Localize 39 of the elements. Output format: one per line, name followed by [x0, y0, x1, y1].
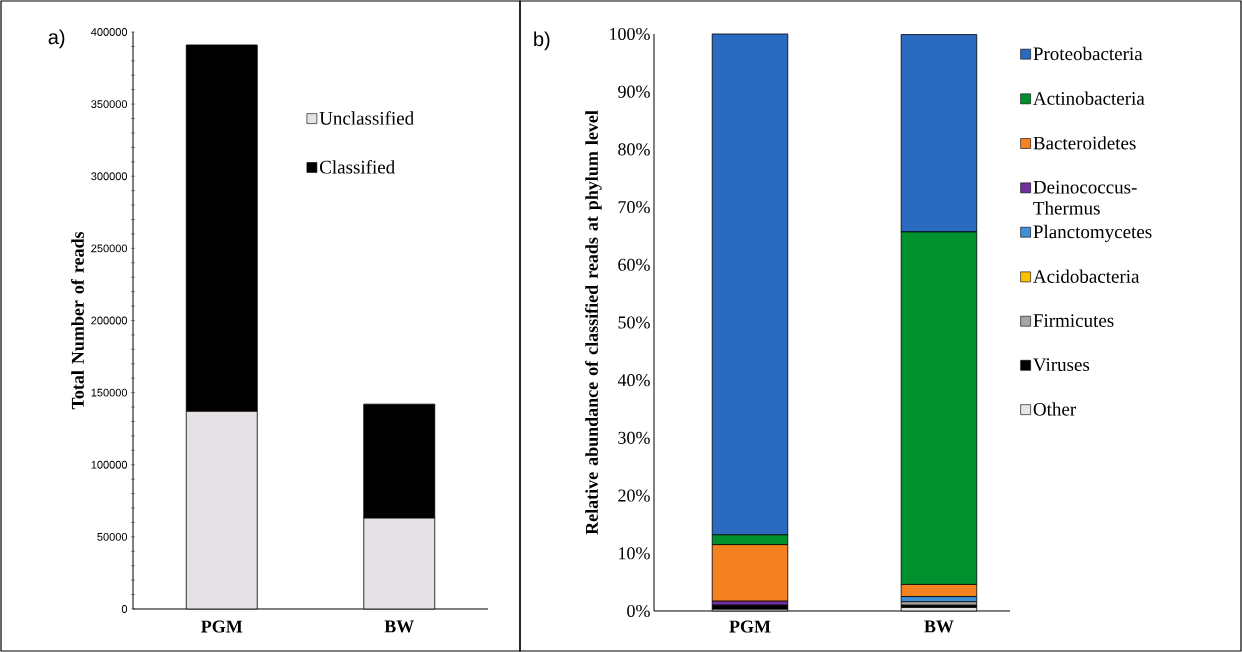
- x-tick-label: PGM: [729, 620, 771, 633]
- y-tick-label: 50000: [97, 532, 128, 541]
- y-tick-label: 150000: [91, 388, 128, 397]
- y-tick-label: 50%: [618, 316, 650, 329]
- y-tick-label: 400000: [91, 28, 128, 36]
- chart-title: a): [48, 29, 65, 49]
- legend-label: Actinobacteria: [1033, 91, 1145, 105]
- y-tick-label: 40%: [617, 374, 650, 387]
- y-tick-label: 90%: [618, 85, 650, 98]
- y-tick-label: 70%: [618, 200, 650, 214]
- x-tick-label: BW: [384, 620, 414, 633]
- legend-label: Viruses: [1033, 358, 1090, 372]
- y-axis-title: Relative abundance of classified reads at phylum level: [585, 110, 602, 535]
- y-tick-label: 60%: [618, 258, 650, 271]
- y-tick-label: 10%: [619, 547, 650, 560]
- legend-label: Firmicutes: [1033, 314, 1114, 327]
- y-tick-label: 100%: [610, 27, 650, 41]
- x-tick-label: PGM: [201, 620, 243, 633]
- y-tick-label: 80%: [618, 143, 650, 156]
- y-tick-label: 350000: [91, 100, 128, 109]
- legend-label: Other: [1033, 402, 1076, 416]
- y-tick-label: 100000: [91, 460, 128, 469]
- legend-label: Classified: [319, 160, 395, 174]
- y-tick-label: 0: [121, 605, 128, 613]
- legend-label: Unclassified: [319, 111, 414, 125]
- chart-title: b): [534, 31, 550, 51]
- y-tick-label: 0%: [627, 604, 650, 618]
- legend-label: Deinococcus-Thermus: [1033, 180, 1137, 215]
- legend-label: Bacteroidetes: [1033, 136, 1136, 150]
- y-tick-label: 30%: [618, 431, 650, 444]
- y-axis-title: Total Number of reads: [71, 231, 84, 410]
- legend-label: Acidobacteria: [1033, 269, 1140, 283]
- x-tick-label: BW: [924, 620, 954, 633]
- legend-label: Planctomycetes: [1033, 224, 1152, 243]
- y-tick-label: 200000: [91, 316, 128, 325]
- legend-label: Proteobacteria: [1033, 46, 1143, 61]
- y-tick-label: 20%: [618, 489, 650, 502]
- y-tick-label: 300000: [91, 172, 128, 181]
- y-tick-label: 250000: [91, 244, 128, 253]
